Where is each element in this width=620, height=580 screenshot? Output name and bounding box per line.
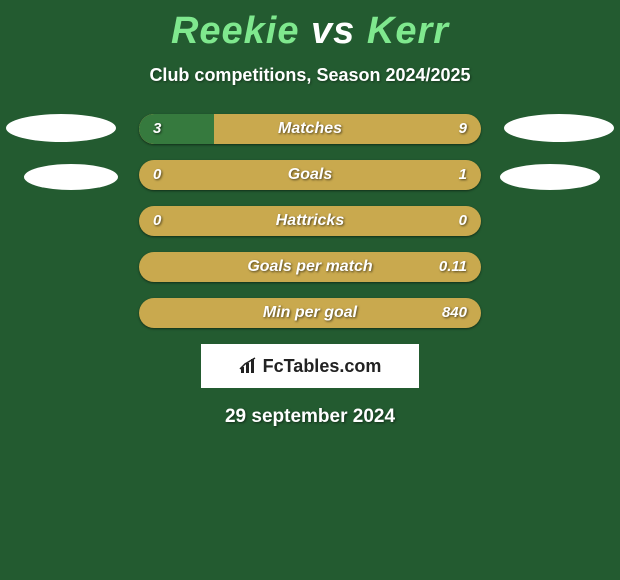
- stat-right-value: 840: [442, 298, 467, 328]
- stat-label: Hattricks: [139, 206, 481, 236]
- stat-label: Goals per match: [139, 252, 481, 282]
- logo-text: FcTables.com: [263, 356, 382, 377]
- stat-row: 0Hattricks0: [139, 206, 481, 236]
- player2-avatar: [504, 114, 614, 204]
- stat-right-value: 0.11: [439, 252, 467, 282]
- subtitle: Club competitions, Season 2024/2025: [0, 65, 620, 86]
- comparison-title: Reekie vs Kerr: [0, 0, 620, 53]
- vs-text: vs: [311, 10, 355, 52]
- stat-label: Min per goal: [139, 298, 481, 328]
- avatar-placeholder-icon: [504, 114, 614, 142]
- stat-right-value: 0: [459, 206, 467, 236]
- avatar-placeholder-icon: [24, 164, 118, 190]
- stat-right-value: 1: [459, 160, 467, 190]
- player2-name: Kerr: [367, 10, 449, 52]
- stat-right-value: 9: [459, 114, 467, 144]
- stat-row: 3Matches9: [139, 114, 481, 144]
- stats-area: 3Matches90Goals10Hattricks0Goals per mat…: [0, 114, 620, 428]
- date-text: 29 september 2024: [0, 406, 620, 428]
- stat-row: Min per goal840: [139, 298, 481, 328]
- chart-icon: [239, 357, 257, 375]
- stat-row: Goals per match0.11: [139, 252, 481, 282]
- avatar-placeholder-icon: [500, 164, 600, 190]
- stat-label: Goals: [139, 160, 481, 190]
- stat-row: 0Goals1: [139, 160, 481, 190]
- player1-avatar: [6, 114, 116, 204]
- fctables-logo: FcTables.com: [201, 344, 419, 388]
- avatar-placeholder-icon: [6, 114, 116, 142]
- stat-label: Matches: [139, 114, 481, 144]
- stats-bars: 3Matches90Goals10Hattricks0Goals per mat…: [139, 114, 481, 328]
- player1-name: Reekie: [171, 10, 300, 52]
